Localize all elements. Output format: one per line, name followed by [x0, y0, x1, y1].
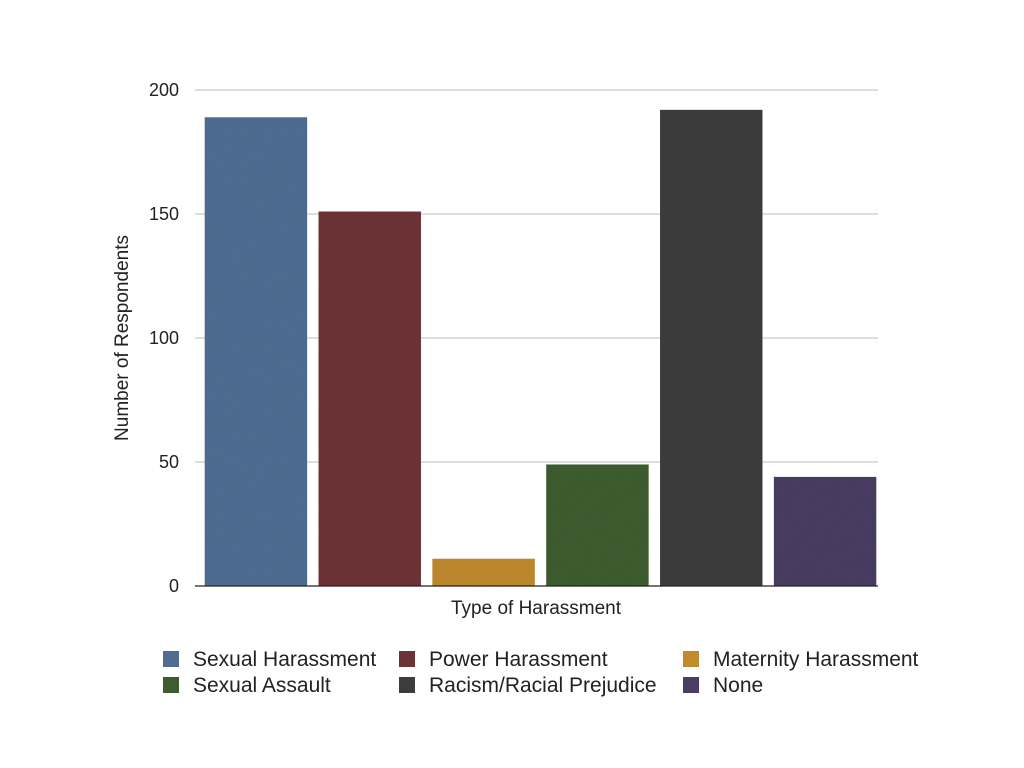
bar-racism-racial-prejudice: [660, 109, 763, 586]
bar-sexual-harassment: [204, 117, 308, 586]
legend: Sexual Harassment Power Harassment Materni…: [163, 648, 919, 697]
y-tick-label: 200: [149, 80, 179, 100]
gridlines: [195, 89, 878, 463]
x-axis-title: Type of Harassment: [451, 598, 622, 619]
y-tick-label: 50: [159, 452, 179, 472]
y-tick-label: 100: [149, 328, 179, 348]
bar-none: [773, 476, 877, 586]
bar-sexual-assault: [546, 464, 649, 586]
legend-swatch: [163, 651, 179, 667]
y-axis-ticks: 0 50 100 150 200: [149, 80, 179, 596]
legend-label: Power Harassment: [429, 648, 608, 671]
legend-item: Sexual Harassment: [163, 648, 376, 671]
legend-item: Power Harassment: [399, 648, 608, 671]
legend-swatch: [163, 677, 179, 693]
bar-power-harassment: [318, 211, 421, 586]
legend-label: None: [713, 674, 763, 697]
legend-item: Sexual Assault: [163, 674, 331, 697]
legend-item: Maternity Harassment: [683, 648, 919, 671]
legend-label: Sexual Assault: [193, 674, 331, 697]
bars: [204, 109, 877, 586]
y-tick-label: 150: [149, 204, 179, 224]
legend-item: None: [683, 674, 763, 697]
legend-swatch: [399, 651, 415, 667]
y-tick-label: 0: [169, 576, 179, 596]
legend-swatch: [683, 651, 699, 667]
legend-item: Racism/Racial Prejudice: [399, 674, 657, 697]
legend-swatch: [683, 677, 699, 693]
legend-swatch: [399, 677, 415, 693]
legend-label: Maternity Harassment: [713, 648, 919, 671]
legend-label: Racism/Racial Prejudice: [429, 674, 657, 697]
bar-maternity-harassment: [432, 558, 535, 586]
y-axis-title: Number of Respondents: [112, 235, 133, 441]
legend-label: Sexual Harassment: [193, 648, 376, 671]
